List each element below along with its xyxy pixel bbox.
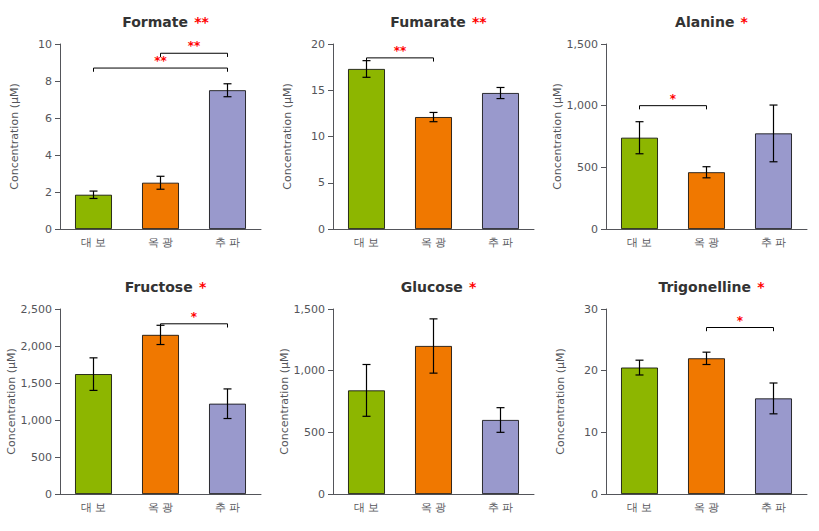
svg-text:추 파: 추 파: [488, 236, 514, 249]
svg-text:2,000: 2,000: [21, 340, 53, 353]
svg-text:Glucose: Glucose: [401, 279, 463, 295]
svg-text:*: *: [191, 310, 198, 324]
svg-text:8: 8: [45, 75, 52, 88]
svg-text:옥 광: 옥 광: [148, 501, 174, 514]
svg-text:1,500: 1,500: [294, 303, 326, 316]
svg-text:0: 0: [45, 223, 52, 236]
svg-text:Concentration (μM): Concentration (μM): [5, 348, 18, 454]
svg-text:대 보: 대 보: [627, 236, 653, 249]
svg-text:2: 2: [45, 186, 52, 199]
svg-text:Fumarate: Fumarate: [390, 14, 465, 30]
svg-text:추 파: 추 파: [215, 501, 241, 514]
svg-text:Concentration (μM): Concentration (μM): [8, 83, 21, 189]
svg-text:*: *: [757, 279, 765, 295]
svg-text:추 파: 추 파: [761, 501, 787, 514]
svg-text:10: 10: [38, 38, 52, 51]
svg-text:0: 0: [318, 488, 325, 501]
svg-text:2,500: 2,500: [21, 303, 53, 316]
svg-text:Concentration (μM): Concentration (μM): [278, 348, 291, 454]
svg-text:1,000: 1,000: [294, 364, 326, 377]
svg-text:20: 20: [311, 38, 325, 51]
svg-text:*: *: [670, 92, 677, 106]
svg-text:500: 500: [304, 426, 325, 439]
svg-text:Formate: Formate: [122, 14, 188, 30]
svg-text:*: *: [737, 314, 744, 328]
svg-text:*: *: [199, 279, 207, 295]
svg-text:30: 30: [584, 303, 598, 316]
svg-text:옥 광: 옥 광: [421, 501, 447, 514]
svg-text:1,500: 1,500: [567, 38, 599, 51]
svg-text:20: 20: [584, 364, 598, 377]
svg-text:*: *: [469, 279, 477, 295]
svg-text:Trigonelline: Trigonelline: [658, 279, 751, 295]
svg-text:대 보: 대 보: [354, 501, 380, 514]
svg-text:15: 15: [311, 84, 325, 97]
svg-text:대 보: 대 보: [81, 501, 107, 514]
svg-text:6: 6: [45, 112, 52, 125]
svg-text:**: **: [194, 14, 209, 30]
svg-text:Concentration (μM): Concentration (μM): [281, 83, 294, 189]
svg-text:0: 0: [318, 223, 325, 236]
svg-text:Concentration (μM): Concentration (μM): [554, 348, 567, 454]
svg-text:**: **: [472, 14, 487, 30]
svg-text:**: **: [394, 44, 407, 58]
svg-text:*: *: [741, 14, 749, 30]
svg-text:추 파: 추 파: [488, 501, 514, 514]
svg-text:5: 5: [318, 176, 325, 189]
svg-text:10: 10: [584, 426, 598, 439]
svg-text:1,000: 1,000: [567, 99, 599, 112]
svg-text:옥 광: 옥 광: [694, 236, 720, 249]
svg-text:Alanine: Alanine: [675, 14, 734, 30]
svg-text:추 파: 추 파: [761, 236, 787, 249]
svg-text:옥 광: 옥 광: [421, 236, 447, 249]
svg-text:대 보: 대 보: [627, 501, 653, 514]
svg-text:0: 0: [591, 488, 598, 501]
svg-text:10: 10: [311, 130, 325, 143]
svg-text:0: 0: [45, 488, 52, 501]
svg-text:1,500: 1,500: [21, 377, 53, 390]
svg-text:Fructose: Fructose: [125, 279, 193, 295]
svg-text:500: 500: [31, 451, 52, 464]
svg-text:1,000: 1,000: [21, 414, 53, 427]
svg-text:500: 500: [577, 161, 598, 174]
svg-text:추 파: 추 파: [215, 236, 241, 249]
svg-text:옥 광: 옥 광: [694, 501, 720, 514]
svg-text:0: 0: [591, 223, 598, 236]
svg-text:Concentration (μM): Concentration (μM): [551, 83, 564, 189]
svg-text:대 보: 대 보: [81, 236, 107, 249]
svg-text:옥 광: 옥 광: [148, 236, 174, 249]
svg-text:4: 4: [45, 149, 52, 162]
svg-text:**: **: [188, 39, 201, 53]
svg-text:대 보: 대 보: [354, 236, 380, 249]
